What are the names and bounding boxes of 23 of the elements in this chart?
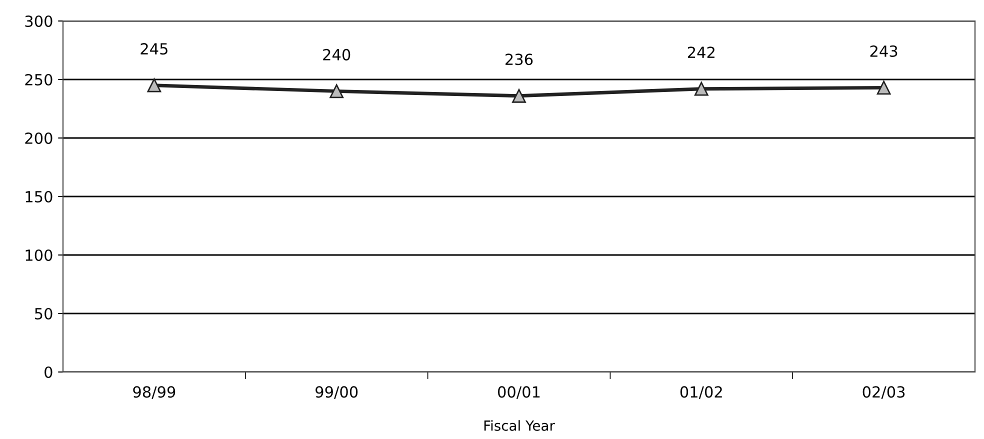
data-label: 242: [688, 46, 714, 58]
x-tick-label: 98/99: [133, 386, 176, 399]
point: [512, 88, 526, 103]
point: [330, 84, 344, 98]
x-tick-label: 99/00: [316, 386, 358, 399]
x-axis-title: Fiscal Year: [484, 420, 555, 431]
y-tick-label: 200: [25, 132, 52, 144]
data-label: 245: [140, 43, 168, 55]
data-label: 236: [506, 54, 533, 66]
y-tick-label: 0: [44, 366, 52, 378]
y-tick-label: 150: [26, 190, 52, 203]
y-tick-label: 250: [25, 74, 52, 86]
point: [147, 78, 162, 92]
y-tick-label: 50: [35, 308, 52, 320]
point: [876, 80, 891, 95]
data-label: 243: [870, 45, 898, 57]
data-label: 240: [323, 48, 350, 60]
y-tick-label: 100: [26, 249, 52, 262]
x-tick-label: 01/02: [680, 386, 722, 399]
x-tick-label: 02/03: [862, 386, 905, 399]
y-tick-label: 300: [25, 15, 52, 28]
point: [694, 82, 708, 96]
x-tick-label: 00/01: [498, 386, 540, 399]
